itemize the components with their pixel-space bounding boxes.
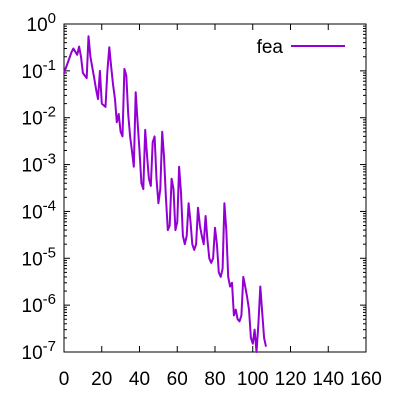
x-tick-label: 100 [237,369,269,390]
axis-ticks [63,23,367,353]
x-tick-label: 40 [129,369,150,390]
y-tick-label: 10-3 [22,151,56,177]
y-tick-label-exponent: 0 [48,10,56,27]
y-tick-label: 10-1 [22,57,56,83]
y-tick-label-exponent: -5 [43,244,56,261]
y-tick-label: 10-7 [22,338,56,364]
plot-frame [63,23,367,353]
x-tick-label: 80 [204,369,225,390]
axis-tick-labels: 0 20 40 60 80 100 120 140 16010010-110-210-310-4… [22,10,382,390]
y-tick-label-base: 10 [22,249,43,270]
legend-label: fea [257,37,284,58]
x-tick-label: 0 [59,369,70,390]
y-tick-label-exponent: -4 [43,197,56,214]
y-tick-label-base: 10 [22,343,43,364]
y-tick-label-exponent: -3 [43,151,56,168]
series-layer [63,35,267,353]
y-tick-label: 10-6 [22,291,56,317]
y-tick-label-exponent: -7 [43,338,56,355]
y-tick-label-exponent: -6 [43,291,56,308]
y-tick-label: 10-4 [22,197,56,223]
y-tick-label: 10-5 [22,244,56,270]
y-tick-label-base: 10 [27,15,48,36]
x-tick-label: 20 [91,369,112,390]
y-tick-label-exponent: -2 [43,104,56,121]
y-tick-label-base: 10 [22,109,43,130]
y-tick-label-base: 10 [22,156,43,177]
x-tick-label: 60 [167,369,188,390]
legend: fea [257,37,345,58]
y-tick-label-base: 10 [22,62,43,83]
y-tick-label-base: 10 [22,202,43,223]
y-tick-label: 10-2 [22,104,56,130]
y-tick-label: 100 [27,10,56,36]
x-tick-label: 120 [275,369,307,390]
series-line [63,35,267,353]
x-tick-label: 160 [350,369,382,390]
y-tick-label-base: 10 [22,296,43,317]
x-tick-label: 140 [312,369,344,390]
y-tick-label-exponent: -1 [43,57,56,74]
